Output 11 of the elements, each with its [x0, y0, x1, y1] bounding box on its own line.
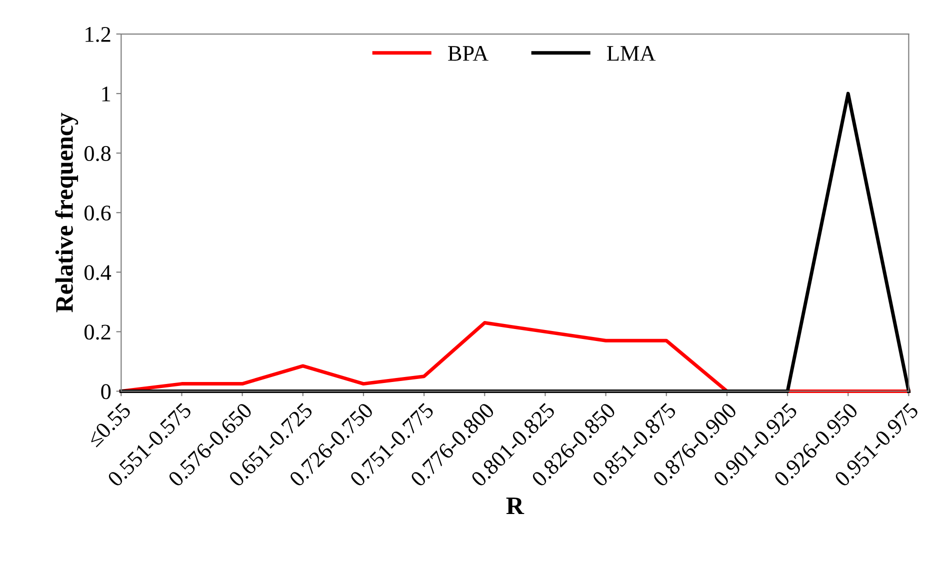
legend-label: BPA [448, 46, 488, 61]
y-tick-label: 0.6 [84, 206, 111, 221]
legend-label: LMA [607, 46, 656, 61]
y-tick-label: 1.2 [86, 27, 110, 42]
y-tick-label: 0.4 [84, 265, 112, 280]
y-tick-label: 1 [102, 86, 110, 102]
y-tick-label: 0.2 [84, 324, 110, 340]
x-axis-title: R [506, 498, 524, 514]
y-tick-label: 0 [101, 384, 111, 400]
y-axis-title: Relative frequency [55, 112, 78, 312]
y-tick-label: 0.8 [84, 146, 111, 162]
